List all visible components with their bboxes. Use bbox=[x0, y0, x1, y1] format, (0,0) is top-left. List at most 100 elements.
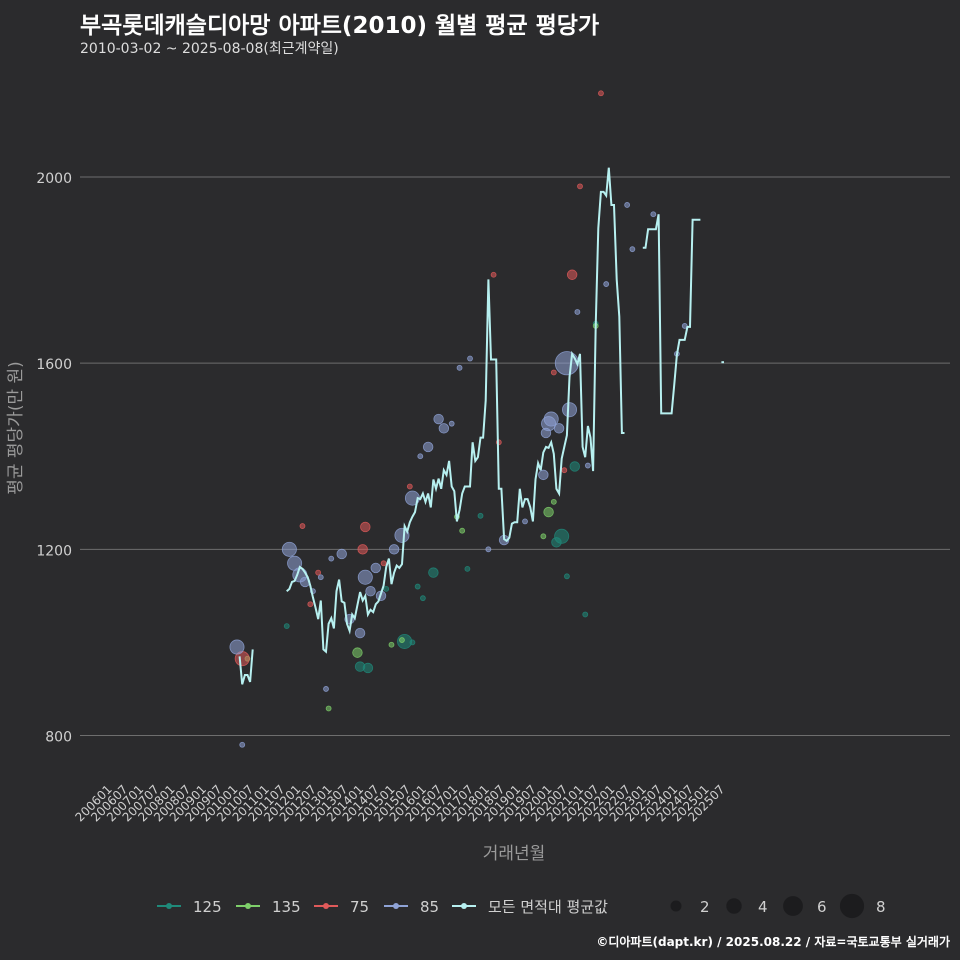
chart-title: 부곡롯데캐슬디아망 아파트(2010) 월별 평균 평당가 bbox=[80, 13, 600, 39]
data-point-85 bbox=[328, 555, 335, 562]
legend-key-dot bbox=[166, 903, 172, 909]
data-point-75 bbox=[490, 271, 497, 278]
data-point-85 bbox=[456, 364, 463, 371]
data-point-85 bbox=[485, 546, 492, 553]
data-point-85 bbox=[370, 562, 381, 574]
legend-key-dot bbox=[245, 903, 251, 909]
data-point-85 bbox=[554, 351, 580, 376]
data-point-75 bbox=[598, 90, 604, 97]
data-point-85 bbox=[281, 541, 297, 557]
data-point-125 bbox=[477, 512, 484, 519]
data-point-135 bbox=[352, 647, 363, 658]
scatter-points bbox=[229, 90, 688, 748]
x-axis-ticks: 2006012006072007012007072008012008072009… bbox=[73, 782, 728, 824]
x-axis-label: 거래년월 bbox=[483, 844, 546, 864]
y-tick-label: 800 bbox=[45, 729, 72, 745]
data-point-85 bbox=[467, 355, 473, 362]
data-point-85 bbox=[354, 627, 366, 639]
data-point-85 bbox=[417, 453, 424, 460]
legend: 125 135 75 85 모든 면적대 평균값 2 4 6 8 bbox=[157, 893, 886, 919]
data-point-85 bbox=[629, 246, 636, 253]
data-point-135 bbox=[399, 637, 405, 643]
data-point-85 bbox=[317, 574, 324, 581]
data-point-75 bbox=[561, 467, 568, 474]
data-point-85 bbox=[603, 281, 610, 287]
data-point-75 bbox=[577, 183, 583, 190]
data-point-125 bbox=[554, 528, 570, 544]
footer-credit: ©디아파트(dapt.kr) / 2025.08.22 / 자료=국토교통부 실… bbox=[596, 935, 950, 949]
data-point-125 bbox=[428, 567, 439, 578]
data-point-85 bbox=[650, 211, 657, 218]
data-point-85 bbox=[365, 586, 376, 597]
data-point-85 bbox=[624, 202, 631, 208]
average-line-segment bbox=[286, 167, 625, 654]
data-point-85 bbox=[522, 518, 528, 525]
data-point-125 bbox=[564, 573, 570, 580]
chart-subtitle: 2010-03-02 ~ 2025-08-08(최근계약일) bbox=[80, 41, 339, 57]
data-point-125 bbox=[582, 611, 589, 618]
legend-size-dot bbox=[783, 896, 803, 916]
legend-size-label: 8 bbox=[876, 898, 886, 916]
data-point-135 bbox=[388, 641, 395, 648]
data-point-125 bbox=[569, 461, 580, 472]
legend-size-dot bbox=[726, 898, 742, 914]
y-tick-label: 1200 bbox=[36, 543, 72, 559]
legend-size-label: 2 bbox=[700, 898, 710, 916]
data-point-125 bbox=[464, 565, 471, 572]
data-point-85 bbox=[433, 413, 444, 425]
data-point-75 bbox=[307, 601, 314, 608]
legend-size-label: 6 bbox=[817, 898, 827, 916]
legend-size-dot bbox=[839, 893, 865, 919]
data-point-75 bbox=[357, 544, 368, 555]
data-point-85 bbox=[357, 569, 373, 585]
data-point-125 bbox=[419, 595, 426, 602]
data-point-75 bbox=[299, 523, 306, 529]
data-point-85 bbox=[553, 423, 565, 434]
legend-key-dot bbox=[323, 903, 329, 909]
data-point-135 bbox=[540, 533, 547, 540]
average-line-segment bbox=[238, 649, 254, 685]
data-point-85 bbox=[394, 527, 410, 543]
data-point-125 bbox=[283, 623, 290, 630]
data-point-85 bbox=[388, 544, 400, 555]
average-line bbox=[238, 167, 724, 685]
legend-size-dot bbox=[670, 900, 682, 912]
data-point-85 bbox=[422, 441, 434, 453]
data-point-85 bbox=[229, 639, 245, 655]
data-point-85 bbox=[574, 309, 581, 315]
data-point-85 bbox=[336, 548, 347, 560]
data-point-135 bbox=[459, 527, 466, 534]
data-point-75 bbox=[550, 369, 557, 376]
data-point-135 bbox=[543, 506, 554, 518]
data-point-135 bbox=[550, 498, 557, 505]
data-point-135 bbox=[325, 705, 332, 712]
data-point-125 bbox=[383, 585, 390, 592]
data-point-85 bbox=[438, 423, 450, 434]
legend-size-label: 4 bbox=[758, 898, 768, 916]
average-line-segment bbox=[642, 214, 701, 415]
legend-key-dot bbox=[393, 903, 399, 909]
legend-key-dot bbox=[461, 903, 467, 909]
data-point-85 bbox=[538, 469, 549, 481]
data-point-75 bbox=[406, 483, 413, 490]
y-axis-label: 평균 평당가(만 원) bbox=[6, 361, 26, 495]
legend-label: 125 bbox=[193, 898, 222, 916]
y-tick-label: 2000 bbox=[36, 171, 72, 187]
data-point-125 bbox=[362, 662, 374, 674]
data-point-85 bbox=[448, 420, 455, 427]
data-point-85 bbox=[562, 402, 578, 418]
data-point-75 bbox=[566, 269, 578, 280]
data-point-125 bbox=[414, 583, 421, 590]
data-point-75 bbox=[380, 560, 387, 567]
grid-lines bbox=[80, 176, 950, 736]
data-point-85 bbox=[239, 741, 246, 748]
legend-label: 135 bbox=[272, 898, 301, 916]
legend-label: 모든 면적대 평균값 bbox=[488, 898, 608, 916]
data-point-85 bbox=[584, 462, 591, 469]
y-tick-label: 1600 bbox=[36, 357, 72, 373]
y-axis-ticks: 800 1200 1600 2000 bbox=[36, 171, 72, 745]
data-point-75 bbox=[360, 521, 371, 533]
legend-label: 75 bbox=[350, 898, 369, 916]
legend-label: 85 bbox=[420, 898, 439, 916]
